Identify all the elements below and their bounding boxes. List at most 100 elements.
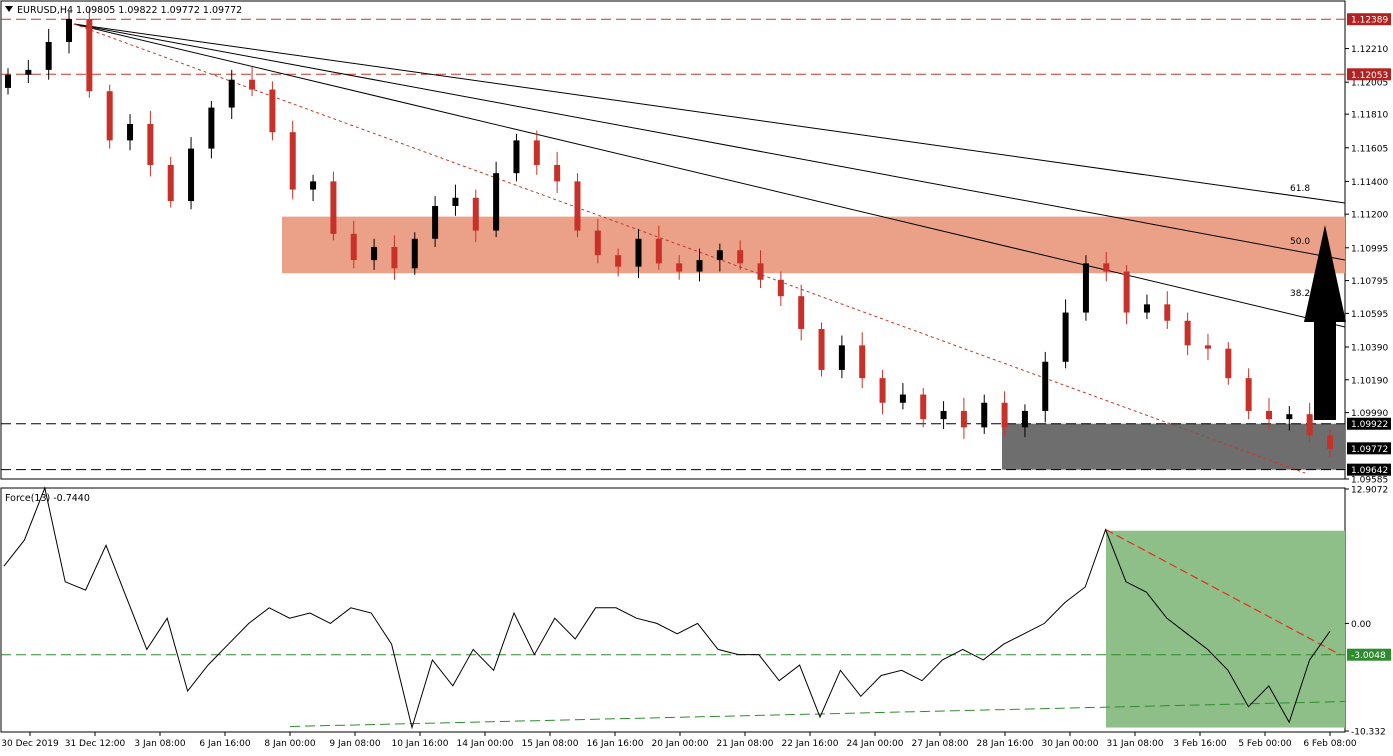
candle-body-0 [5,74,11,88]
force-tick-label-0: 12.9072 [1351,486,1388,496]
force-axis[interactable]: 12.9072 0.00 -10.332 -3.0048 [1345,486,1391,738]
trendlines-layer [73,23,1346,474]
candle-body-15 [310,181,317,190]
candle-body-60 [1225,348,1232,379]
time-tick-label-10: 20 Jan 00:00 [652,739,709,749]
price-tag-label-0: 1.12389 [1351,16,1388,26]
candle-body-38 [777,279,784,297]
time-tick-label-2: 3 Jan 08:00 [134,739,186,749]
force-tick-label-2: -10.332 [1351,728,1386,738]
candle-body-61 [1245,378,1252,411]
price-tag-1 [1347,68,1391,81]
candle-body-29 [594,230,601,256]
candle-body-17 [350,233,357,261]
zones-layer [282,216,1345,470]
force-current-tag [1347,648,1391,661]
candle-body-14 [289,132,296,190]
candle-body-9 [188,148,195,202]
candle-body-12 [249,79,256,90]
candle-body-25 [513,140,520,174]
upward-arrow-icon [1304,225,1346,420]
symbol-label: EURUSD,H4 [17,5,73,16]
price-tag-label-4: 1.09642 [1351,466,1388,476]
time-tick-label-0: 30 Dec 2019 [1,739,59,749]
time-tick-label-16: 30 Jan 00:00 [1042,739,1099,749]
candle-body-63 [1286,414,1293,420]
candle-body-3 [66,19,73,42]
price-tick-label-3: 1.11605 [1351,144,1388,154]
candle-body-45 [920,394,927,420]
fan-line-61-8 [73,23,1346,204]
candle-body-46 [940,410,947,420]
price-tag-label-2: 1.09922 [1351,420,1388,430]
candle-body-24 [493,173,500,231]
time-tick-label-17: 31 Jan 08:00 [1107,739,1164,749]
price-tick-label-2: 1.11810 [1351,111,1388,121]
candle-body-2 [45,41,52,70]
candle-body-31 [635,238,642,267]
candle-body-48 [981,402,988,428]
candle-body-58 [1184,320,1191,346]
price-tick-label-9: 1.10390 [1351,343,1388,353]
candle-body-35 [716,250,723,261]
force-line [3,486,1331,730]
fan-line-38-2 [73,23,1346,328]
candle-body-10 [208,107,215,149]
candle-body-21 [432,205,439,239]
candle-body-30 [615,255,622,267]
time-tick-label-8: 15 Jan 08:00 [522,739,579,749]
time-tick-label-14: 27 Jan 08:00 [912,739,969,749]
candle-body-5 [106,91,113,141]
fan-line-50 [73,23,1346,261]
time-tick-label-4: 8 Jan 00:00 [264,739,316,749]
candle-body-7 [147,123,154,165]
candle-body-19 [391,246,398,269]
dotted-downtrend-line [73,23,1306,474]
candle-body-11 [228,79,235,108]
candle-body-47 [960,410,967,428]
candle-body-39 [798,296,805,329]
candle-body-53 [1082,263,1089,313]
price-tick-label-6: 1.10995 [1351,244,1388,254]
force-resistance-trendline [1105,529,1341,656]
candle-body-44 [899,394,906,403]
time-tick-label-5: 9 Jan 08:00 [329,739,381,749]
time-tick-label-7: 14 Jan 00:00 [457,739,514,749]
candle-body-4 [86,19,93,92]
force-current-label: -3.0048 [1351,651,1386,661]
dropdown-triangle-icon[interactable] [5,6,13,12]
candle-body-57 [1164,304,1171,321]
price-axis[interactable]: 1.12210 1.12005 1.11810 1.11605 1.11400 1.112… [1345,45,1388,486]
candle-body-34 [696,260,703,272]
candle-body-56 [1143,304,1150,313]
price-tag-3 [1347,442,1391,455]
candle-body-32 [655,238,662,264]
price-tick-label-0: 1.12210 [1351,45,1388,55]
time-axis[interactable]: 30 Dec 2019 31 Dec 12:00 3 Jan 08:00 6 Jan … [1,732,1357,749]
price-tags: 1.12389 1.12053 1.09922 1.09772 1.09642 [1347,13,1391,476]
candle-body-49 [1001,402,1008,428]
candle-body-33 [676,263,683,272]
candle-body-54 [1103,263,1110,272]
candle-body-20 [411,238,418,269]
candle-body-65 [1327,435,1333,449]
candle-body-1 [25,69,32,75]
candle-body-41 [838,345,845,370]
time-tick-label-12: 22 Jan 16:00 [782,739,839,749]
candle-body-37 [757,263,764,280]
candle-body-43 [879,378,886,403]
candle-body-50 [1021,410,1028,428]
candle-body-28 [574,181,581,231]
force-support-trendline [289,701,1346,728]
time-tick-label-9: 16 Jan 16:00 [587,739,644,749]
time-tick-label-6: 10 Jan 16:00 [392,739,449,749]
candle-body-22 [452,197,459,206]
candle-body-62 [1265,410,1272,420]
time-tick-label-11: 21 Jan 08:00 [717,739,774,749]
time-tick-label-15: 28 Jan 16:00 [977,739,1034,749]
time-tick-label-19: 5 Feb 00:00 [1238,739,1292,749]
candle-body-6 [127,123,134,141]
price-tick-label-7: 1.10795 [1351,277,1388,287]
